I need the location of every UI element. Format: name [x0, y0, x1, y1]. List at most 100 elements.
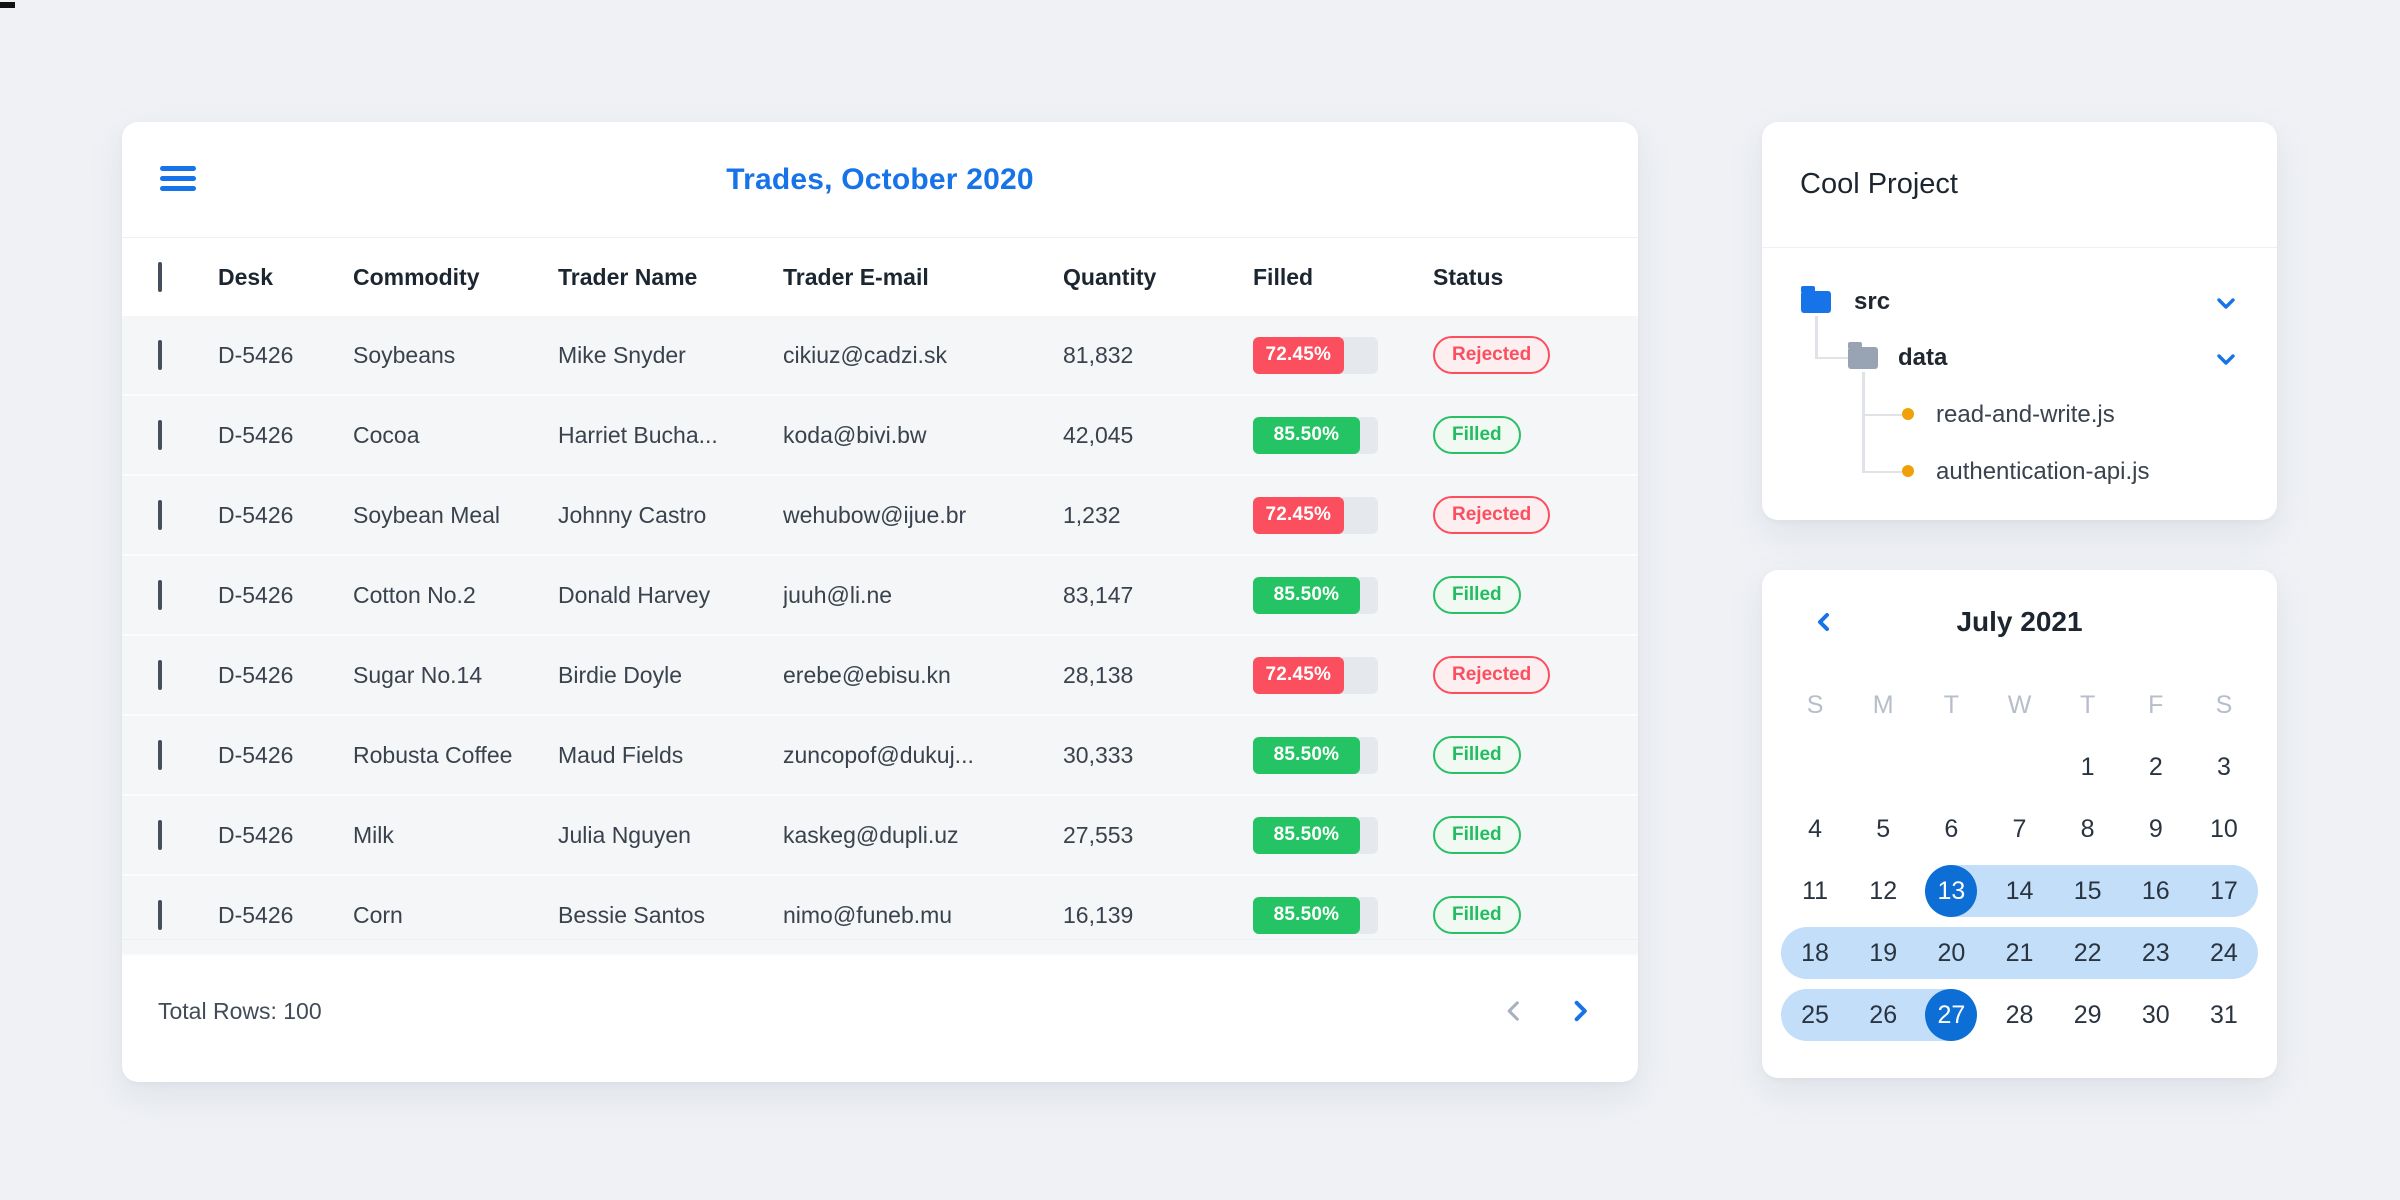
cell-trader-email: cikiuz@cadzi.sk: [783, 341, 947, 368]
filled-progress-bar: 85.50%: [1253, 736, 1378, 774]
weekday-label: T: [2079, 690, 2096, 719]
cell-commodity: Cotton No.2: [353, 581, 476, 608]
chevron-down-icon[interactable]: [2214, 291, 2238, 320]
calendar-day-4[interactable]: 4: [1808, 814, 1823, 843]
column-header-status: Status: [1433, 263, 1504, 290]
calendar-day-20[interactable]: 20: [1937, 938, 1966, 967]
calendar-month-title: July 2021: [1956, 606, 2083, 637]
row-checkbox[interactable]: [158, 579, 162, 610]
calendar-day-28[interactable]: 28: [2005, 1000, 2034, 1029]
calendar-day-27[interactable]: 27: [1917, 984, 1985, 1046]
cell-desk: D-5426: [218, 741, 294, 768]
pagination: [1500, 996, 1594, 1026]
tree-connector: [1862, 470, 1902, 473]
status-badge: Rejected: [1433, 656, 1551, 694]
filled-progress-bar: 72.45%: [1253, 496, 1378, 534]
cell-trader-email: nimo@funeb.mu: [783, 901, 953, 928]
chevron-down-icon[interactable]: [2214, 347, 2238, 376]
row-checkbox[interactable]: [158, 739, 162, 770]
calendar-day-3[interactable]: 3: [2216, 752, 2231, 781]
calendar-day-15[interactable]: 15: [2073, 876, 2102, 905]
status-badge: Filled: [1433, 736, 1521, 774]
cell-trader-email: zuncopof@dukuj...: [783, 741, 974, 768]
calendar-day-5[interactable]: 5: [1876, 814, 1891, 843]
cell-trader-name: Donald Harvey: [558, 581, 711, 608]
calendar-day-17[interactable]: 17: [2210, 876, 2238, 905]
tree-item-data[interactable]: data: [1762, 330, 2277, 386]
calendar-day-29[interactable]: 29: [2073, 1000, 2102, 1029]
calendar-header: July 2021: [1762, 570, 2277, 674]
cell-trader-name: Julia Nguyen: [558, 821, 691, 848]
cell-commodity: Corn: [353, 901, 403, 928]
weekday-label: F: [2148, 690, 2164, 719]
calendar-day-22[interactable]: 22: [2073, 938, 2102, 967]
row-checkbox[interactable]: [158, 659, 162, 690]
calendar-day-10[interactable]: 10: [2210, 814, 2238, 843]
calendar-day-11[interactable]: 11: [1802, 876, 1829, 905]
table-footer: Total Rows: 100: [122, 939, 1638, 1082]
tree-item-label: authentication-api.js: [1936, 458, 2150, 485]
calendar-day-8[interactable]: 8: [2080, 814, 2095, 843]
row-checkbox[interactable]: [158, 819, 162, 850]
calendar-day-26[interactable]: 26: [1869, 1000, 1898, 1029]
weekday-label: W: [2007, 690, 2032, 719]
calendar-day-16[interactable]: 16: [2141, 876, 2170, 905]
table-row: D-5426 Soybean Meal Johnny Castro wehubow@i…: [122, 476, 1638, 556]
row-checkbox[interactable]: [158, 899, 162, 930]
tree-item-authentication-api[interactable]: authentication-api.js: [1762, 444, 2277, 500]
progress-fill: 85.50%: [1253, 896, 1360, 934]
cell-trader-name: Mike Snyder: [558, 341, 686, 368]
calendar-prev-month-icon[interactable]: [1812, 610, 1836, 639]
column-header-trader-e-mail: Trader E-mail: [783, 263, 929, 290]
total-rows-label: Total Rows: 100: [158, 997, 322, 1024]
cell-desk: D-5426: [218, 901, 294, 928]
calendar-day-14[interactable]: 14: [2005, 876, 2034, 905]
progress-fill: 85.50%: [1253, 576, 1360, 614]
table-row: D-5426 Sugar No.14 Birdie Doyle erebe@ebisu…: [122, 636, 1638, 716]
calendar-day-6[interactable]: 6: [1944, 814, 1959, 843]
tree-connector: [1862, 413, 1902, 416]
calendar-day-7[interactable]: 7: [2012, 814, 2027, 843]
calendar-card: July 2021 S M T W T F S 1 2 3 4 5 6 7 8 9 10 11 12 13 14 15 16…: [1762, 570, 2277, 1078]
calendar-day-25[interactable]: 25: [1801, 1000, 1829, 1029]
tree-item-label: read-and-write.js: [1936, 401, 2115, 428]
select-all-checkbox[interactable]: [158, 261, 162, 292]
cell-desk: D-5426: [218, 581, 294, 608]
calendar-day-12[interactable]: 12: [1869, 876, 1898, 905]
table-row: D-5426 Soybeans Mike Snyder cikiuz@cadzi.sk…: [122, 316, 1638, 396]
filled-progress-bar: 85.50%: [1253, 816, 1378, 854]
cell-quantity: 30,333: [1063, 741, 1134, 768]
calendar-day-18[interactable]: 18: [1801, 938, 1829, 967]
calendar-day-30[interactable]: 30: [2141, 1000, 2170, 1029]
calendar-day-9[interactable]: 9: [2148, 814, 2163, 843]
calendar-day-19[interactable]: 19: [1869, 938, 1898, 967]
tree-item-src[interactable]: src: [1762, 274, 2277, 330]
trades-card-header: Trades, October 2020: [122, 122, 1638, 238]
calendar-week-row: 18 19 20 21 22 23 24: [1762, 922, 2277, 984]
menu-hamburger-icon[interactable]: [160, 166, 196, 194]
chevron-right-icon[interactable]: [1564, 996, 1594, 1026]
progress-fill: 72.45%: [1253, 496, 1344, 534]
table-row: D-5426 Cotton No.2 Donald Harvey juuh@li.ne…: [122, 556, 1638, 636]
cell-quantity: 16,139: [1063, 901, 1134, 928]
calendar-day-1[interactable]: 1: [2080, 752, 2095, 781]
row-checkbox[interactable]: [158, 339, 162, 370]
calendar-day-23[interactable]: 23: [2141, 938, 2170, 967]
calendar-day-2[interactable]: 2: [2148, 752, 2163, 781]
row-checkbox[interactable]: [158, 419, 162, 450]
calendar-day-24[interactable]: 24: [2210, 938, 2238, 967]
row-checkbox[interactable]: [158, 499, 162, 530]
cell-desk: D-5426: [218, 501, 294, 528]
calendar-week-row: 4 5 6 7 8 9 10: [1762, 798, 2277, 860]
weekday-label: M: [1872, 690, 1894, 719]
cell-quantity: 81,832: [1063, 341, 1134, 368]
tree-item-label: src: [1854, 288, 1891, 315]
progress-fill: 72.45%: [1253, 336, 1344, 374]
calendar-day-31[interactable]: 31: [2210, 1000, 2238, 1029]
cell-commodity: Sugar No.14: [353, 661, 483, 688]
calendar-day-21[interactable]: 21: [2005, 938, 2034, 967]
table-row: D-5426 Robusta Coffee Maud Fields zuncopof@…: [122, 716, 1638, 796]
calendar-day-13[interactable]: 13: [1917, 860, 1985, 922]
chevron-left-icon[interactable]: [1500, 996, 1530, 1026]
tree-item-read-and-write[interactable]: read-and-write.js: [1762, 387, 2277, 443]
